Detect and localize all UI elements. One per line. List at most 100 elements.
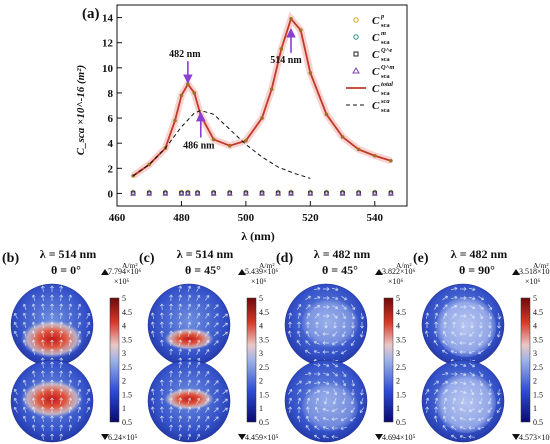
field-arrow: [178, 388, 183, 396]
field-arrow: [68, 379, 73, 386]
field-arrow: [22, 330, 27, 337]
field-arrow: [322, 407, 329, 412]
field-arrow: [479, 380, 484, 387]
field-arrow: [196, 433, 201, 440]
field-arrow: [150, 388, 155, 396]
field-arrow: [322, 332, 329, 336]
colorbar-max: 5.439×10⁶: [245, 267, 279, 276]
field-arrow: [469, 296, 476, 301]
field-arrow: [77, 339, 82, 346]
field-arrow: [488, 313, 493, 320]
colorbar-unit: A/m²: [259, 261, 275, 270]
colorbar-scale: ×10⁶: [525, 277, 541, 286]
colorbar-tick-label: 0.5: [122, 418, 132, 427]
field-arrow: [31, 321, 36, 328]
legend-label-sub: sca: [381, 56, 390, 63]
colorbar-tick-label: 3.5: [259, 335, 269, 344]
field-arrow: [351, 313, 356, 320]
field-arrow: [187, 388, 192, 395]
data-point-total: [260, 116, 264, 120]
field-arrow: [196, 330, 201, 337]
legend-label-sub: sca: [381, 90, 390, 97]
colorbar-tick-label: 4.5: [259, 308, 269, 317]
field-arrow: [160, 321, 164, 329]
field-arrow: [451, 406, 456, 413]
field-arrow: [68, 406, 73, 413]
data-point-Q^m: [146, 190, 153, 196]
field-arrow: [178, 294, 183, 302]
field-arrow: [296, 415, 301, 422]
field-arrow: [442, 415, 447, 422]
field-arrow: [305, 425, 311, 431]
field-arrow: [86, 406, 91, 413]
field-arrow: [150, 312, 155, 320]
field-arrow: [442, 406, 447, 414]
colorbar-tick-label: 2: [259, 377, 263, 386]
max-marker-icon: [238, 269, 246, 275]
field-arrow: [40, 361, 45, 369]
field-arrow: [442, 371, 449, 376]
field-arrow: [196, 379, 201, 386]
field-arrow: [296, 340, 301, 346]
field-arrow: [442, 380, 449, 385]
field-arrow: [178, 348, 183, 356]
data-point-Q^m: [339, 190, 346, 196]
field-arrow: [31, 397, 36, 404]
field-arrow: [196, 312, 201, 319]
field-arrow: [213, 313, 219, 319]
field-arrow: [50, 330, 54, 337]
sphere-field-map: [421, 283, 505, 367]
colorbar-tick-label: 1.5: [533, 390, 543, 399]
colorbar-tick-label: 4.5: [533, 308, 543, 317]
field-arrow: [50, 321, 54, 328]
field-arrow: [469, 398, 474, 405]
field-arrow: [487, 340, 492, 346]
field-arrow: [288, 397, 293, 404]
field-arrow: [496, 398, 501, 405]
field-arrow: [50, 424, 54, 431]
field-arrow: [169, 321, 173, 329]
field-arrow: [460, 287, 467, 291]
colorbar-tick-label: 1.5: [259, 390, 269, 399]
colorbar-tick-label: 4: [396, 322, 400, 331]
field-arrow: [322, 341, 329, 345]
panel-label: (b): [2, 251, 19, 266]
field-arrow: [31, 415, 36, 422]
field-arrow: [305, 371, 312, 376]
field-arrow: [169, 424, 173, 432]
field-arrow: [434, 304, 439, 310]
legend-swatch: [353, 17, 359, 23]
field-arrow: [13, 397, 18, 404]
colorbar-unit: A/m²: [122, 261, 138, 270]
field-arrow: [187, 397, 192, 404]
colorbar-tick-label: 1: [396, 404, 400, 413]
field-arrow: [305, 349, 311, 354]
field-arrow: [187, 406, 192, 413]
field-arrow: [169, 370, 173, 378]
y-tick-label: 0: [108, 188, 114, 200]
field-arrow: [50, 433, 54, 440]
field-arrow: [477, 417, 484, 422]
field-arrow: [222, 331, 228, 337]
field-arrow: [213, 331, 219, 337]
field-maps: (b) λ = 514 nmθ = 0° 7.794×10⁶A/m²×10⁶54.5…: [2, 247, 550, 443]
field-arrow: [13, 388, 18, 395]
field-arrow: [360, 322, 364, 329]
series-line-total: [132, 17, 392, 177]
total-halo: [131, 11, 392, 179]
plot-frame: [116, 4, 408, 207]
data-point-Q^m: [307, 190, 314, 196]
field-arrow: [204, 340, 210, 346]
field-arrow: [350, 340, 355, 346]
data-point-total: [179, 93, 184, 98]
field-arrow: [305, 406, 310, 414]
field-arrow: [68, 397, 73, 404]
field-arrow: [469, 287, 476, 292]
field-arrow: [468, 417, 476, 422]
field-arrow: [459, 425, 466, 430]
field-arrow: [331, 435, 339, 439]
x-tick-label: 460: [109, 212, 126, 224]
legend-label-sup: p: [380, 13, 385, 20]
field-arrow: [213, 380, 219, 386]
